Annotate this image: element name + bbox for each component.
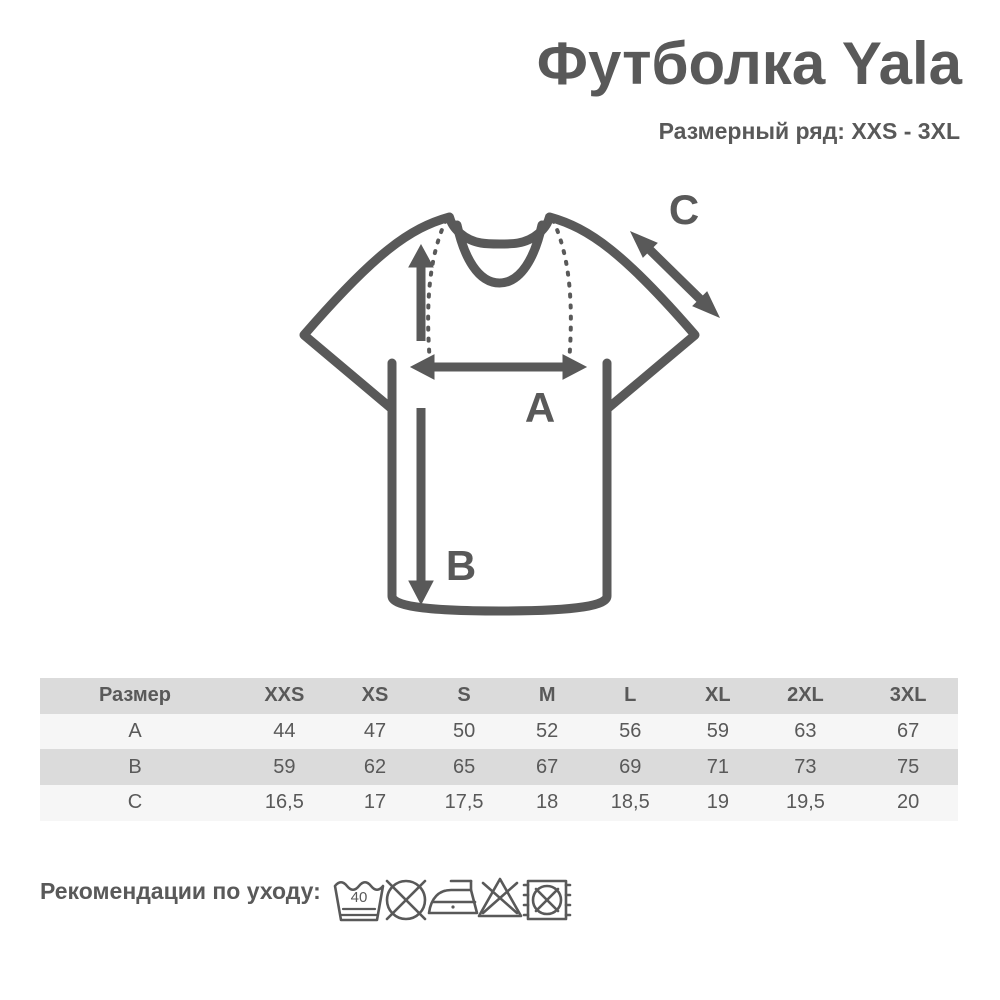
svg-text:B: B <box>446 542 476 589</box>
svg-text:C: C <box>669 190 699 233</box>
svg-text:A: A <box>525 384 555 431</box>
svg-text:40: 40 <box>351 889 368 906</box>
